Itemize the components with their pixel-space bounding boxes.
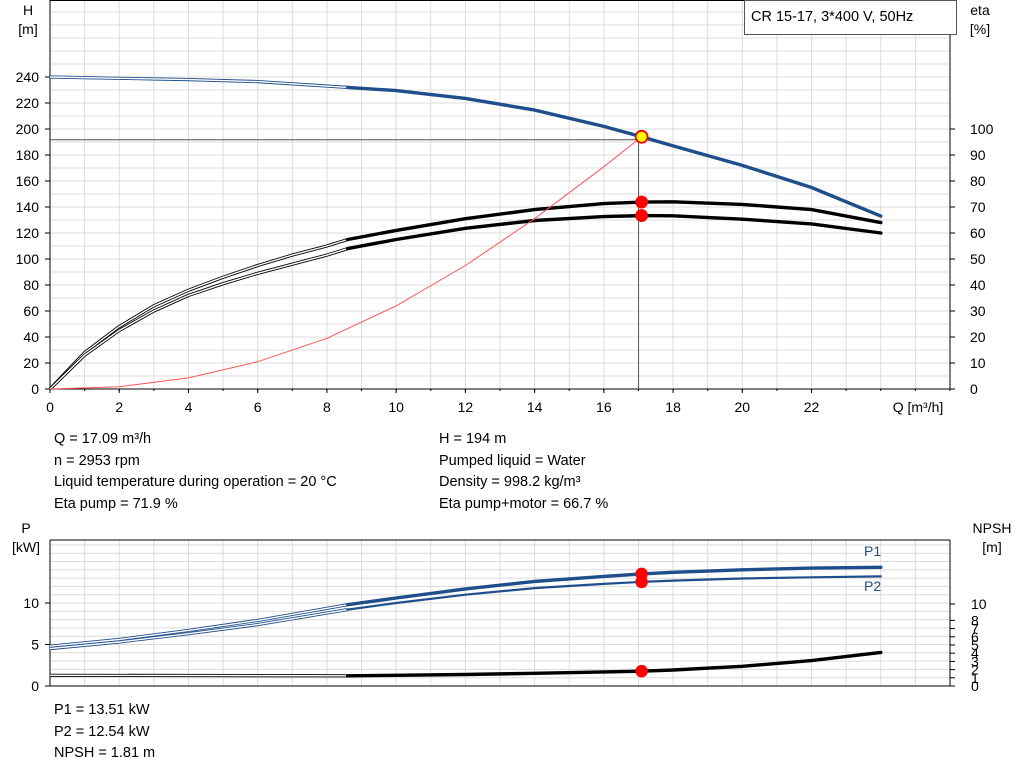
curve-extrapolated-outline-0 — [49, 75, 348, 89]
curve-extrapolated-inner-1 — [49, 238, 348, 390]
operating-marker-0 — [634, 129, 649, 144]
y-left-tick-label: 120 — [16, 225, 40, 241]
info-p1: P1 = 13.51 kW — [54, 702, 150, 718]
info-density: Density = 998.2 kg/m³ — [439, 474, 581, 490]
y-right-tick-label: 30 — [970, 303, 986, 319]
y-left-tick-label: 240 — [16, 69, 40, 85]
x-tick-label: 20 — [735, 399, 751, 415]
y-left-tick-label: 80 — [23, 277, 39, 293]
y-right-axis-unit: [%] — [970, 21, 990, 37]
y-right-tick-label: 1 — [971, 670, 979, 686]
curve-extrapolated-inner-0 — [49, 76, 348, 89]
info-speed: n = 2953 rpm — [54, 452, 140, 469]
info-pumped-liquid: Pumped liquid = Water — [439, 452, 586, 469]
y-left-tick-label: 20 — [23, 355, 39, 371]
y-right-tick-label: 20 — [970, 329, 986, 345]
info-eta-pump-motor: Eta pump+motor = 66.7 % — [439, 495, 609, 512]
operating-marker-1 — [635, 575, 648, 589]
curve-extrapolated-inner-2 — [49, 247, 348, 390]
x-tick-label: 10 — [388, 399, 404, 415]
system-curve — [49, 136, 642, 390]
series-label-p2: P2 — [864, 578, 881, 594]
y-left-axis-unit: [m] — [18, 21, 37, 37]
y-right-tick-label: 2 — [971, 662, 979, 678]
x-tick-label: 4 — [185, 399, 193, 415]
y-right-tick-label: 10 — [971, 596, 987, 612]
y-right-tick-label: 90 — [970, 147, 986, 163]
y-right-tick-label: 4 — [971, 645, 979, 661]
curve-extrapolated-inner-0 — [49, 604, 348, 647]
info-top-right: H = 194 m Pumped liquid = Water Density … — [439, 429, 608, 515]
y-right-tick-label: 5 — [971, 637, 979, 653]
y-right-tick-label: 100 — [970, 121, 994, 137]
operating-marker-2 — [635, 209, 648, 222]
y-left-tick-label: 60 — [23, 303, 39, 319]
y-right-tick-label: 7 — [971, 621, 979, 637]
x-tick-label: 16 — [596, 399, 612, 415]
curve-solid-p1 — [346, 565, 883, 607]
y-left-axis-unit: [kW] — [12, 539, 40, 555]
y-right-tick-label: 3 — [971, 653, 979, 669]
y-right-tick-label: 40 — [970, 277, 986, 293]
curve-extrapolated-outline-2 — [48, 247, 349, 391]
y-left-axis-title: H — [23, 2, 33, 18]
y-left-tick-label: 140 — [16, 199, 40, 215]
x-tick-label: 18 — [665, 399, 681, 415]
y-left-tick-label: 100 — [16, 251, 40, 267]
y-left-tick-label: 0 — [31, 381, 39, 397]
x-tick-label: 2 — [115, 399, 123, 415]
info-p2: P2 = 12.54 kW — [54, 723, 150, 740]
curve-extrapolated-inner-2 — [49, 674, 348, 677]
y-left-axis-title: P — [21, 520, 30, 536]
operating-marker-2 — [635, 664, 648, 678]
info-npsh: NPSH = 1.81 m — [54, 745, 156, 761]
info-top-left: Q = 17.09 m³/h n = 2953 rpm Liquid tempe… — [54, 429, 337, 515]
curve-solid-npsh — [346, 650, 883, 678]
main-chart: 0 2 4 6 8 10 12 14 16 18 20 22 Q [m³/h]0204060801001… — [16, 0, 994, 415]
y-left-tick-label: 40 — [23, 329, 39, 345]
curve-solid-1 — [346, 200, 883, 242]
y-right-tick-label: 60 — [970, 225, 986, 241]
info-flow: Q = 17.09 m³/h — [54, 431, 152, 447]
curve-solid-2 — [346, 213, 883, 251]
y-right-tick-label: 0 — [971, 678, 979, 694]
y-right-tick-label: 80 — [970, 173, 986, 189]
x-tick-label: 8 — [323, 399, 331, 415]
y-left-tick-label: 0 — [31, 678, 39, 694]
info-liquid-temperature: Liquid temperature during operation = 20… — [54, 474, 337, 490]
info-bottom: P1 = 13.51 kW P2 = 12.54 kW NPSH = 1.81 … — [54, 700, 155, 765]
y-right-tick-label: 50 — [970, 251, 986, 267]
y-left-tick-label: 200 — [16, 121, 40, 137]
y-right-tick-label: 0 — [970, 381, 978, 397]
x-tick-label: 12 — [458, 399, 474, 415]
operating-marker-1 — [635, 195, 648, 209]
x-tick-label: 22 — [804, 399, 820, 415]
y-left-tick-label: 220 — [16, 95, 40, 111]
y-right-axis-title: eta — [970, 2, 990, 18]
y-right-tick-label: 8 — [971, 612, 979, 628]
y-left-tick-label: 10 — [23, 595, 39, 611]
y-right-tick-label: 70 — [970, 199, 986, 215]
info-eta-pump: Eta pump = 71.9 % — [54, 495, 178, 512]
x-tick-label: 6 — [254, 399, 262, 415]
chart-title-box — [744, 0, 957, 35]
x-tick-label: 0 — [46, 399, 54, 415]
info-head: H = 194 m — [439, 431, 507, 447]
y-left-tick-label: 160 — [16, 173, 40, 189]
y-right-axis-unit: [m] — [982, 539, 1001, 555]
curve-solid-p2 — [346, 575, 882, 611]
y-right-tick-label: 10 — [970, 355, 986, 371]
x-tick-label: 14 — [527, 399, 543, 415]
series-label-p1: P1 — [864, 543, 881, 559]
y-right-tick-label: 6 — [971, 629, 979, 645]
y-left-tick-label: 180 — [16, 147, 40, 163]
y-right-axis-title: NPSH — [973, 520, 1012, 536]
y-left-tick-label: 5 — [31, 637, 39, 653]
chart-title: CR 15-17, 3*400 V, 50Hz — [751, 9, 913, 25]
curve-extrapolated-inner-1 — [49, 608, 348, 650]
curve-solid-0 — [346, 85, 883, 218]
x-axis-label: Q [m³/h] — [893, 399, 944, 415]
